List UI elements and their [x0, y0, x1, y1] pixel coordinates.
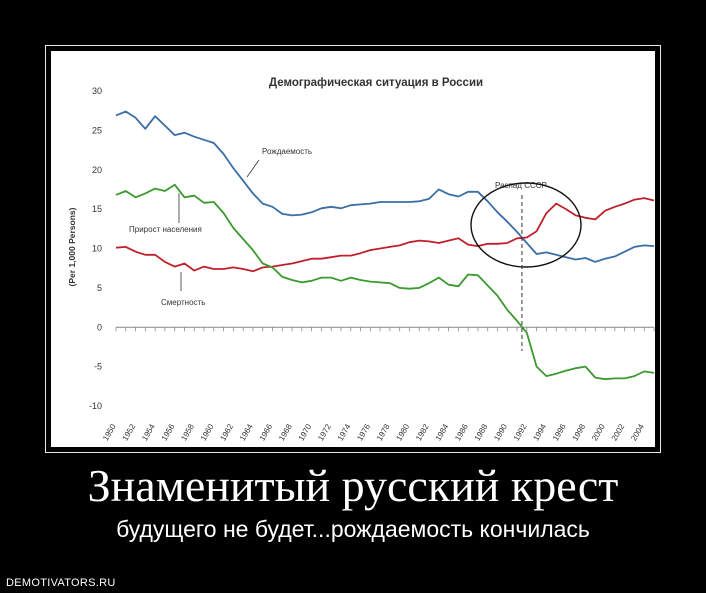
- y-tick-label: -5: [94, 362, 102, 372]
- y-axis-label: (Per 1,000 Persons): [67, 207, 77, 286]
- x-tick-label: 1964: [238, 422, 255, 442]
- site-watermark: DEMOTIVATORS.RU: [6, 577, 116, 589]
- x-tick-label: 1966: [258, 422, 275, 442]
- x-tick-label: 1978: [375, 422, 392, 442]
- annotation-death-rate: Смертность: [161, 298, 205, 307]
- x-tick-label: 1962: [218, 422, 235, 442]
- x-tick-label: 1982: [414, 422, 431, 442]
- x-tick-label: 1980: [394, 422, 411, 442]
- y-tick-label: 5: [97, 283, 102, 293]
- x-tick-label: 1992: [512, 422, 529, 442]
- x-tick-label: 1988: [473, 422, 490, 442]
- x-tick-label: 1972: [316, 422, 333, 442]
- y-tick-label: 30: [92, 86, 102, 96]
- series-lines: [115, 110, 655, 381]
- y-tick-label: 15: [92, 204, 102, 214]
- annotation-ussr-collapse: Распад СССР: [495, 181, 547, 190]
- y-tick-label: 10: [92, 244, 102, 254]
- series-line-1: [115, 197, 655, 273]
- x-tick-label: 1952: [121, 422, 138, 442]
- x-tick-label: 1970: [297, 422, 314, 442]
- annotation-leader-birth: [246, 159, 260, 178]
- chart-panel: Демографическая ситуация в России (Per 1…: [51, 51, 655, 447]
- x-tick-label: 1960: [199, 422, 216, 442]
- x-tick-label: 1990: [492, 422, 509, 442]
- x-tick-label: 1974: [336, 422, 353, 442]
- x-tick-label: 1950: [101, 422, 118, 442]
- x-tick-label: 1994: [531, 422, 548, 442]
- poster-subline: будущего не будет...рождаемость кончилас…: [116, 516, 590, 542]
- chart-title: Демографическая ситуация в России: [269, 77, 483, 89]
- x-tick-label: 2002: [610, 422, 627, 442]
- x-tick-label: 1998: [571, 422, 588, 442]
- y-tick-label: 20: [92, 165, 102, 175]
- y-tick-label: 0: [97, 322, 102, 332]
- poster-headline: Знаменитый русский крест: [87, 460, 619, 511]
- x-tick-label: 1968: [277, 422, 294, 442]
- x-tick-label: 1986: [453, 422, 470, 442]
- x-tick-label: 1984: [434, 422, 451, 442]
- x-tick-label: 1956: [160, 422, 177, 442]
- line-chart: Демографическая ситуация в России (Per 1…: [67, 77, 655, 442]
- ussr-collapse-circle: [470, 182, 582, 268]
- x-tick-label: 1996: [551, 422, 568, 442]
- x-tick-label: 2004: [629, 422, 646, 442]
- y-tick-label: 25: [92, 125, 102, 135]
- x-tick-label: 1976: [355, 422, 372, 442]
- annotations: Рождаемость Прирост населения Смертность…: [129, 147, 582, 351]
- x-tick-label: 1954: [140, 422, 157, 442]
- x-tick-label: 2000: [590, 422, 607, 442]
- annotation-birth-rate: Рождаемость: [262, 147, 312, 156]
- y-tick-label: -10: [89, 401, 102, 411]
- x-tick-label: 1958: [179, 422, 196, 442]
- series-line-0: [115, 110, 655, 263]
- series-line-2: [115, 183, 655, 381]
- annotation-population-growth: Прирост населения: [129, 225, 202, 234]
